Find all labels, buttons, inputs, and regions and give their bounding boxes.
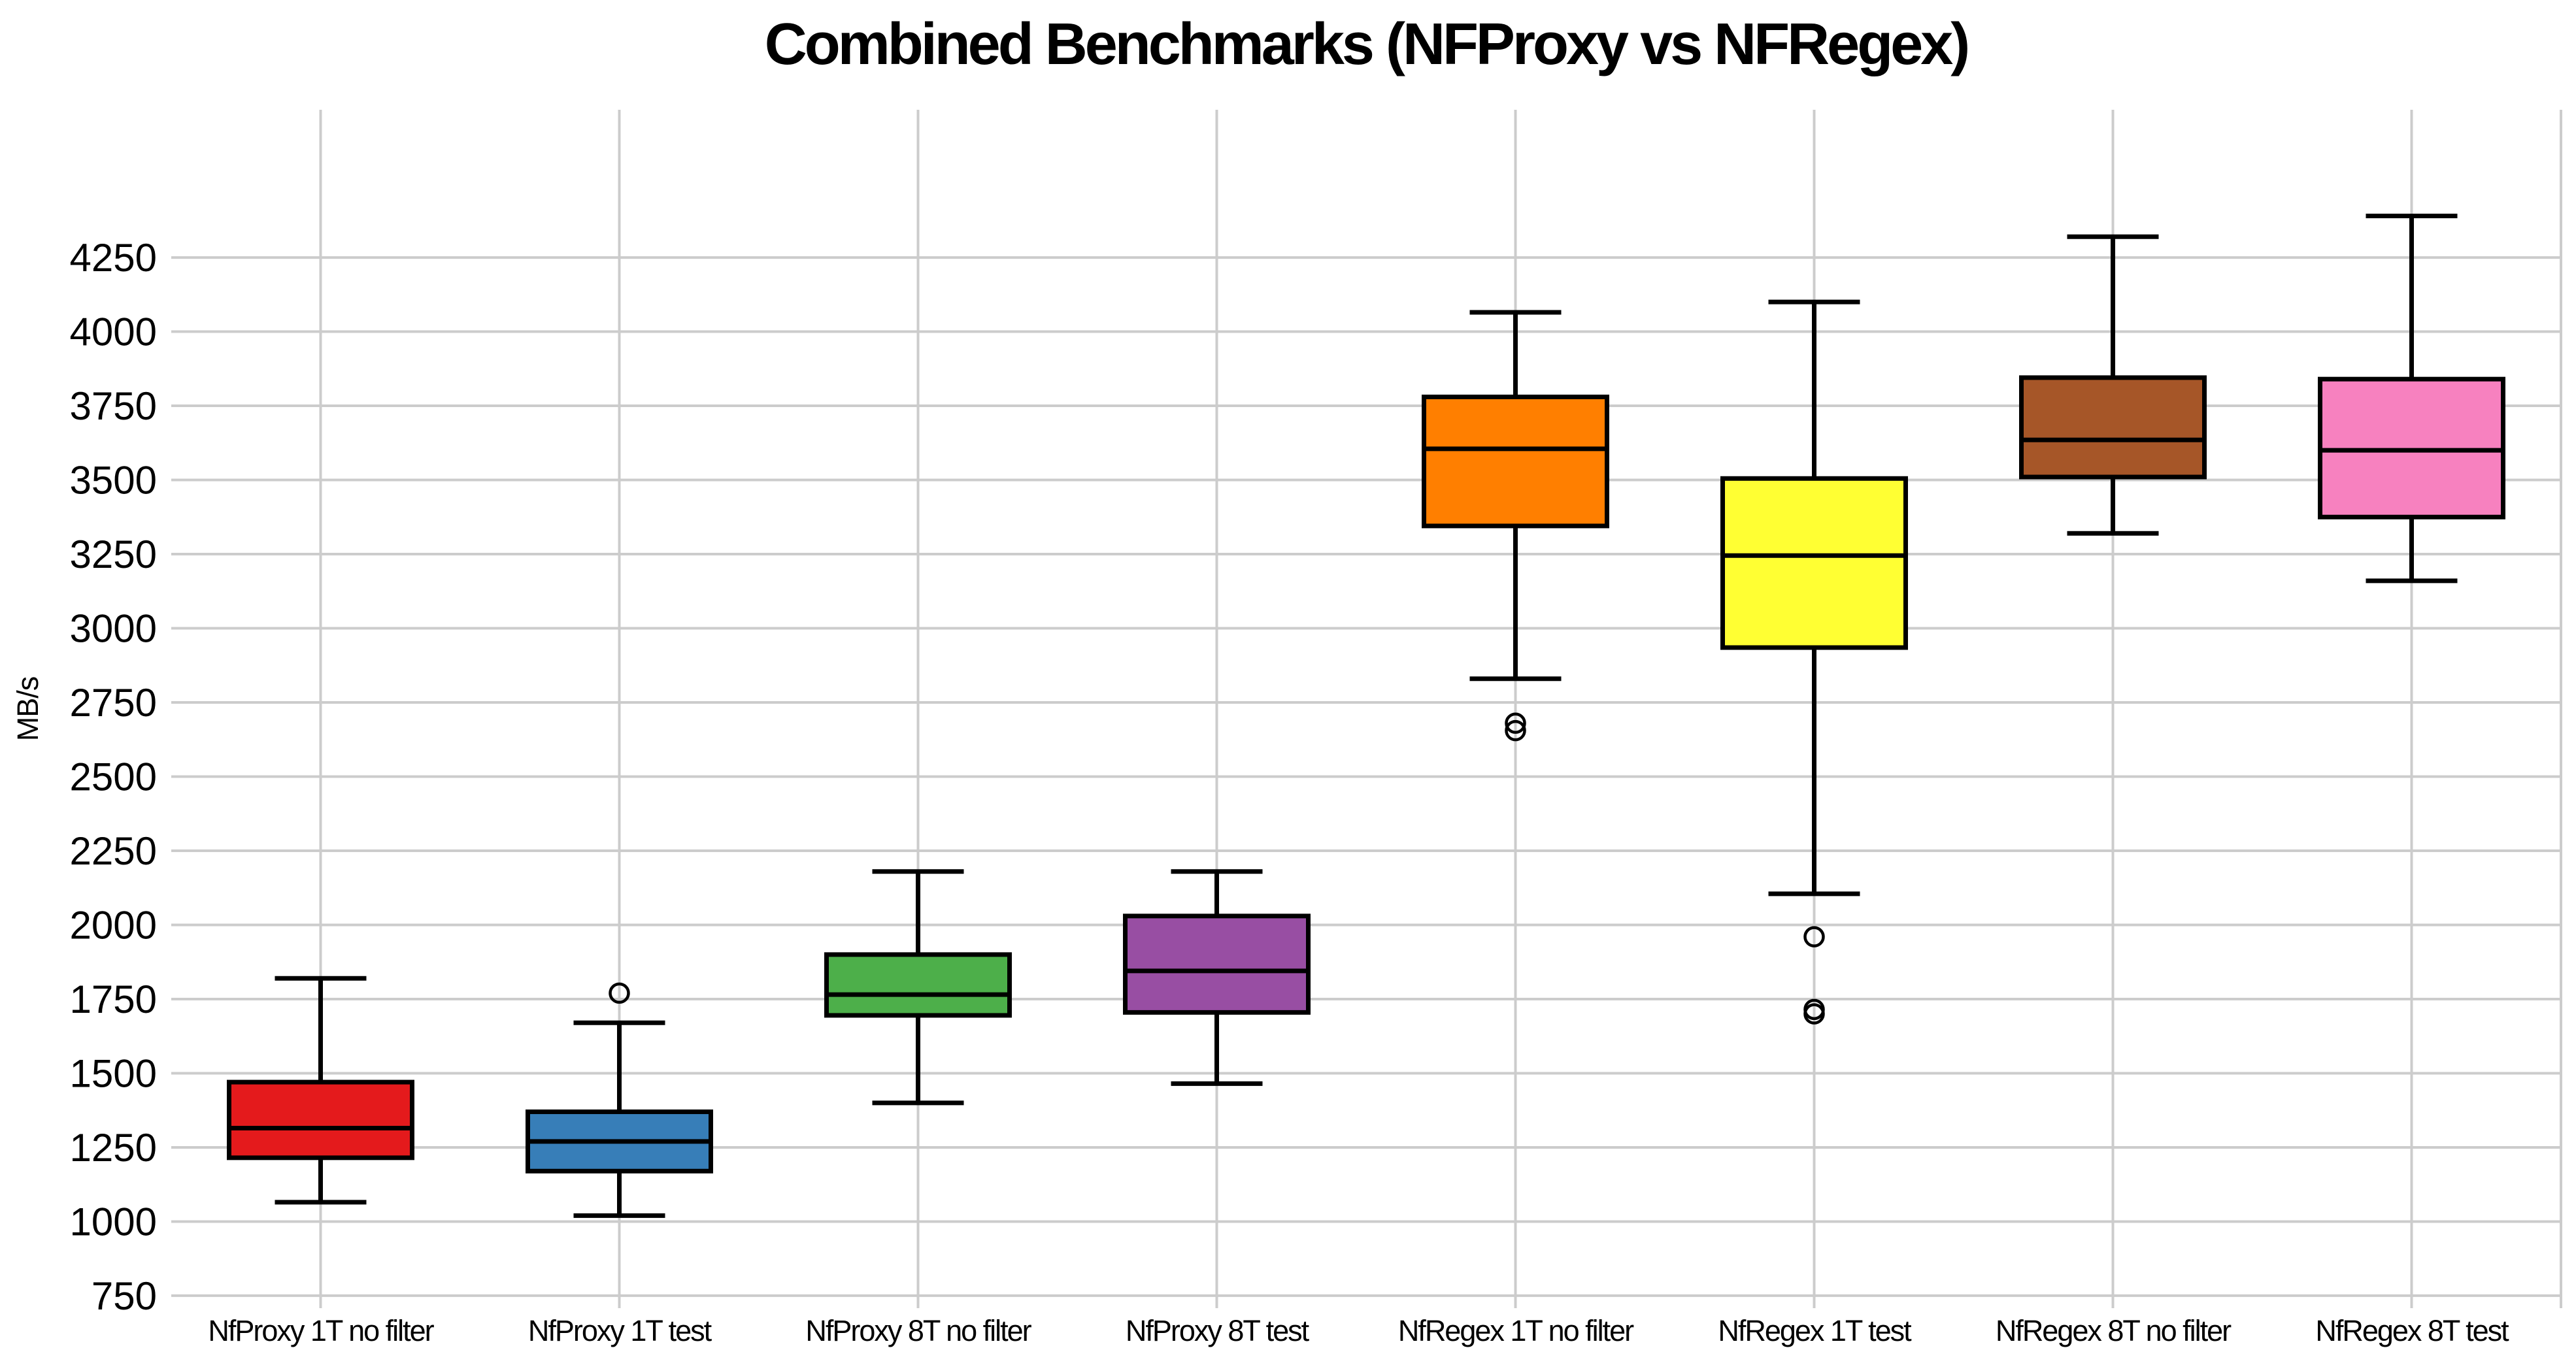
box-nfproxy-1t-no-filter: [227, 1079, 414, 1160]
chart-title: Combined Benchmarks (NFProxy vs NFRegex): [765, 12, 1968, 77]
outlier-point-nfregex-1t-test-2: [1803, 1003, 1825, 1025]
outlier-point-nfproxy-1t-test-0: [609, 982, 630, 1004]
x-category-label-nfproxy-8t-no-filter: NfProxy 8T no filter: [805, 1314, 1031, 1347]
y-tick-label-3750: 3750: [70, 384, 157, 428]
y-tick-label-750: 750: [92, 1274, 157, 1318]
y-tick-label-1500: 1500: [70, 1051, 157, 1095]
boxes-layer: [227, 214, 2505, 1218]
axis-labels-layer: 750 1000 1250 1500 1750 2000 2250 2500 2750 3000 3…: [70, 236, 2511, 1347]
y-tick-label-3500: 3500: [70, 459, 157, 502]
y-tick-label-1250: 1250: [70, 1126, 157, 1170]
box-nfproxy-8t-no-filter: [824, 952, 1012, 1018]
y-tick-label-1000: 1000: [70, 1200, 157, 1243]
y-tick-label-4000: 4000: [70, 310, 157, 354]
x-category-label-nfproxy-1t-no-filter: NfProxy 1T no filter: [208, 1314, 434, 1347]
outlier-point-nfregex-1t-no-filter-0: [1505, 712, 1526, 734]
box-nfregex-1t-test: [1720, 476, 1908, 650]
y-tick-label-3000: 3000: [70, 607, 157, 651]
x-category-label-nfproxy-1t-test: NfProxy 1T test: [528, 1314, 712, 1347]
y-tick-label-2000: 2000: [70, 903, 157, 947]
x-category-label-nfproxy-8t-test: NfProxy 8T test: [1126, 1314, 1310, 1347]
x-category-label-nfregex-1t-test: NfRegex 1T test: [1718, 1314, 1912, 1347]
x-category-label-nfregex-8t-test: NfRegex 8T test: [2315, 1314, 2509, 1347]
outlier-point-nfregex-1t-no-filter-1: [1505, 719, 1526, 742]
y-tick-label-3250: 3250: [70, 533, 157, 576]
x-category-label-nfregex-1t-no-filter: NfRegex 1T no filter: [1398, 1314, 1634, 1347]
y-tick-label-2500: 2500: [70, 755, 157, 799]
y-tick-label-2750: 2750: [70, 681, 157, 725]
y-tick-label-4250: 4250: [70, 236, 157, 280]
x-category-label-nfregex-8t-no-filter: NfRegex 8T no filter: [1996, 1314, 2232, 1347]
box-nfproxy-8t-test: [1123, 913, 1311, 1015]
y-axis-label: MB/s: [11, 677, 44, 742]
y-tick-label-2250: 2250: [70, 829, 157, 873]
outlier-point-nfregex-1t-test-0: [1803, 926, 1825, 947]
box-nfregex-1t-no-filter: [1422, 394, 1609, 529]
box-nfregex-8t-no-filter: [2019, 375, 2207, 480]
y-tick-label-1750: 1750: [70, 978, 157, 1021]
